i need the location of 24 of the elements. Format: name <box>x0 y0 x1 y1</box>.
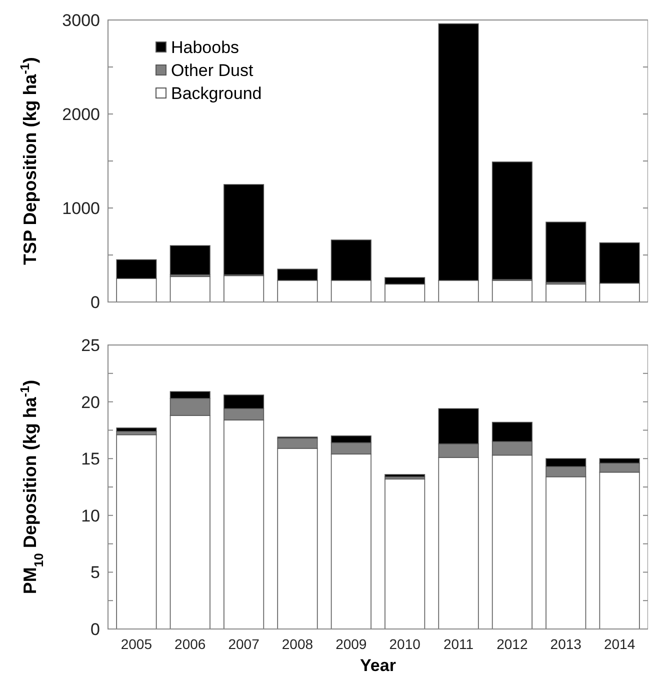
y-tick-label: 2000 <box>62 104 100 124</box>
x-tick-label: 2014 <box>604 636 636 652</box>
legend-label: Other Dust <box>171 60 254 80</box>
y-tick-label: 0 <box>90 620 100 639</box>
x-tick-label: 2012 <box>496 636 528 652</box>
y-tick-label: 5 <box>90 563 100 582</box>
legend-label: Haboobs <box>171 38 240 57</box>
y-tick-label: 20 <box>81 392 100 412</box>
x-axis-title: Year <box>360 656 396 675</box>
y-tick-label: 10 <box>81 506 100 526</box>
legend-label: Background <box>171 84 262 103</box>
x-tick-label: 2005 <box>120 636 152 652</box>
y-tick-label: 1000 <box>62 198 100 218</box>
x-tick-label: 2008 <box>282 636 314 652</box>
x-tick-label: 2011 <box>443 636 474 652</box>
y-tick-label: 3000 <box>62 10 100 30</box>
x-tick-label: 2010 <box>389 636 421 652</box>
x-tick-label: 2006 <box>174 636 206 652</box>
x-tick-label: 2013 <box>550 636 582 652</box>
y-tick-label: 15 <box>81 450 100 469</box>
y-tick-label: 25 <box>81 336 100 355</box>
x-tick-label: 2009 <box>336 636 367 652</box>
y-tick-label: 0 <box>90 292 100 312</box>
x-tick-label: 2007 <box>228 636 260 652</box>
